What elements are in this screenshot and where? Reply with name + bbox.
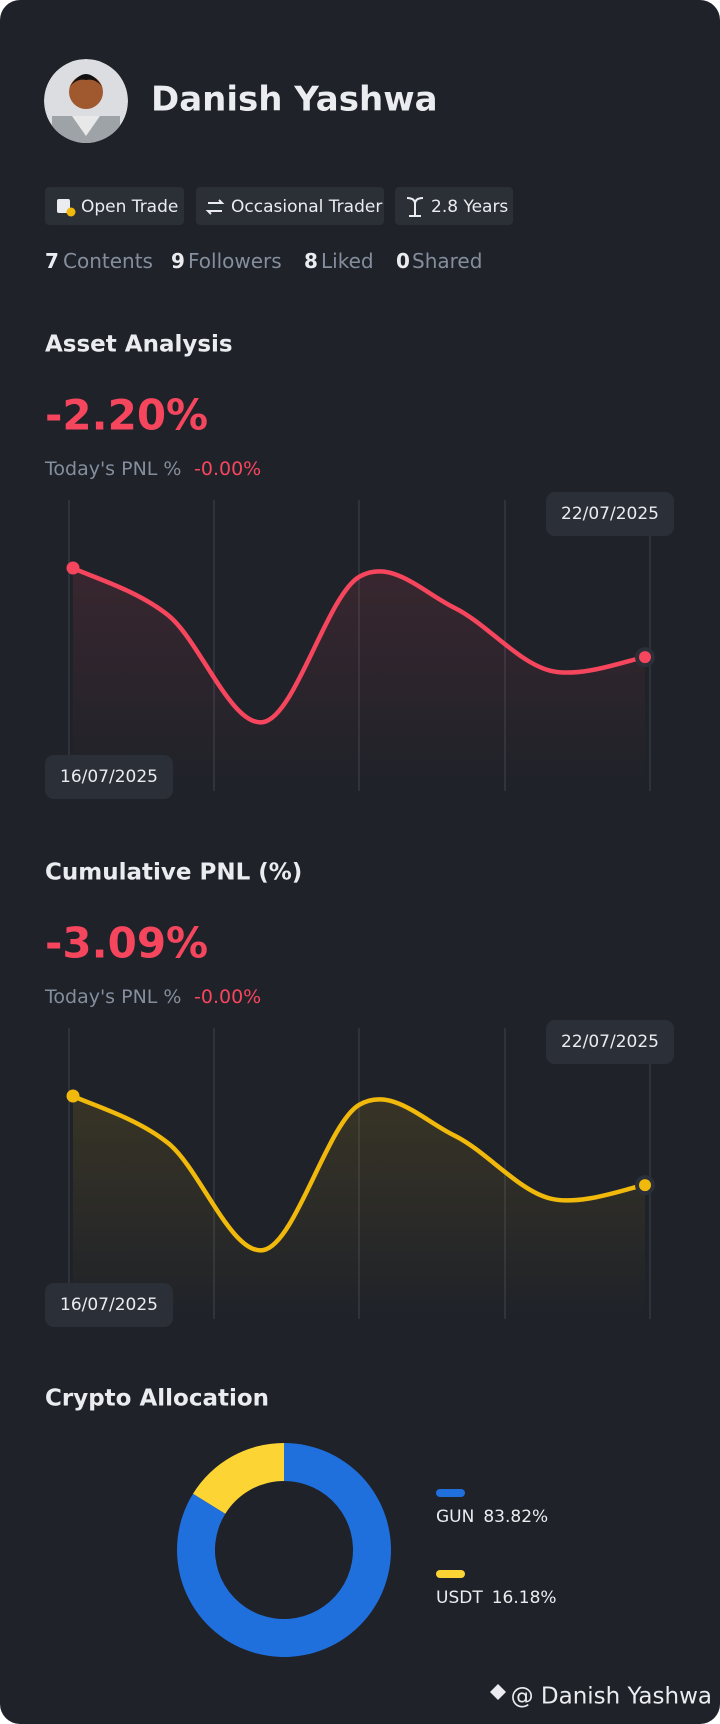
stat: 9 Followers bbox=[171, 249, 282, 273]
logo bbox=[490, 1684, 506, 1700]
stat-label: Shared bbox=[412, 249, 482, 273]
today-label: Today's PNL % bbox=[44, 458, 181, 480]
area bbox=[73, 568, 645, 791]
today-value: -0.00% bbox=[194, 458, 261, 480]
big-value: -3.09% bbox=[45, 919, 208, 968]
stat-count: 9 bbox=[171, 249, 185, 273]
date-label: 22/07/2025 bbox=[561, 504, 659, 524]
stat-count: 7 bbox=[45, 249, 59, 273]
line bbox=[70, 1093, 648, 1253]
section-title: Asset Analysis bbox=[45, 332, 233, 358]
date-label: 16/07/2025 bbox=[60, 767, 158, 787]
profile-name: Danish Yashwa bbox=[151, 80, 438, 120]
date-badge bbox=[546, 1020, 674, 1064]
tag-icon bbox=[406, 197, 424, 217]
stat: 8 Liked bbox=[304, 249, 374, 273]
legend-value: 16.18% bbox=[492, 1588, 557, 1608]
watermark: @ Danish Yashwa bbox=[511, 1684, 712, 1710]
legend-swatch bbox=[436, 1489, 465, 1497]
legend-name: USDT bbox=[436, 1588, 483, 1608]
tag-label: Occasional Trader bbox=[231, 197, 382, 217]
date-label: 22/07/2025 bbox=[561, 1032, 659, 1052]
today-pnl: Today's PNL % -0.00% bbox=[44, 986, 261, 1008]
section-title: Crypto Allocation bbox=[45, 1386, 269, 1412]
tag-label: 2.8 Years bbox=[431, 197, 508, 217]
point bbox=[639, 651, 651, 664]
tag-icon bbox=[66, 207, 76, 217]
big-value: -2.20% bbox=[45, 391, 208, 440]
date-badge bbox=[45, 755, 173, 799]
stat-count: 8 bbox=[304, 249, 318, 273]
section-title: Cumulative PNL (%) bbox=[45, 860, 302, 886]
tag-icon bbox=[205, 199, 225, 215]
legend-swatch bbox=[436, 1570, 465, 1578]
area bbox=[73, 1096, 645, 1319]
tag bbox=[395, 187, 513, 225]
legend-value: 83.82% bbox=[483, 1507, 548, 1527]
stat-label: Liked bbox=[321, 249, 374, 273]
donut-segment bbox=[193, 1443, 284, 1514]
legend-name: GUN bbox=[436, 1507, 474, 1527]
stat-label: Contents bbox=[63, 249, 153, 273]
point bbox=[639, 1179, 651, 1192]
date-badge bbox=[546, 492, 674, 536]
today-pnl: Today's PNL % -0.00% bbox=[44, 458, 261, 480]
stat: 0 Shared bbox=[396, 249, 482, 273]
line bbox=[70, 565, 648, 725]
donut-segment bbox=[176, 1443, 391, 1657]
today-value: -0.00% bbox=[194, 986, 261, 1008]
tag-icon bbox=[57, 199, 70, 213]
stat-count: 0 bbox=[396, 249, 410, 273]
tag bbox=[45, 187, 184, 225]
legend-entry: GUN 83.82% bbox=[436, 1507, 548, 1527]
stat-label: Followers bbox=[188, 249, 282, 273]
date-badge bbox=[45, 1283, 173, 1327]
point bbox=[66, 1089, 80, 1103]
date-label: 16/07/2025 bbox=[60, 1295, 158, 1315]
point bbox=[66, 561, 80, 575]
legend-entry: USDT 16.18% bbox=[436, 1588, 557, 1608]
today-label: Today's PNL % bbox=[44, 986, 181, 1008]
tag bbox=[196, 187, 384, 225]
stat: 7 Contents bbox=[45, 249, 153, 273]
tag-label: Open Trade bbox=[81, 197, 178, 217]
